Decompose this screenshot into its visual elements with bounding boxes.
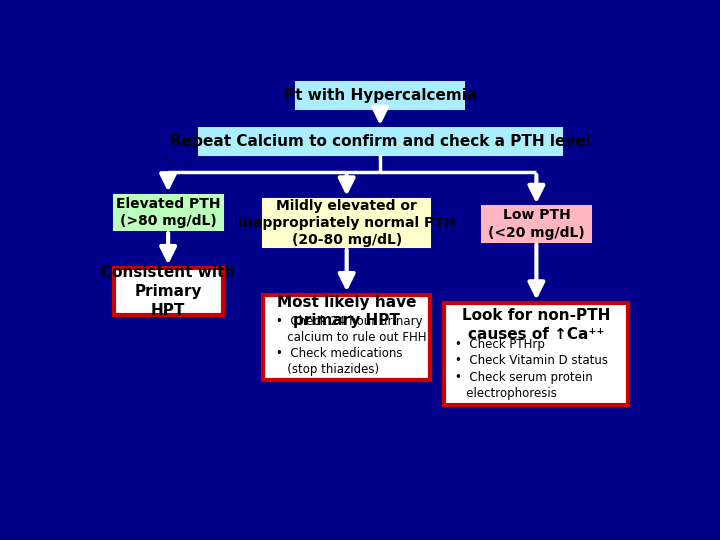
FancyBboxPatch shape	[199, 128, 562, 155]
FancyBboxPatch shape	[114, 267, 222, 315]
FancyBboxPatch shape	[444, 303, 629, 404]
FancyBboxPatch shape	[114, 195, 222, 230]
Text: Mildly elevated or
Inappropriately normal PTH
(20-80 mg/dL): Mildly elevated or Inappropriately norma…	[238, 199, 456, 247]
Text: Most likely have
primary HPT: Most likely have primary HPT	[277, 295, 416, 328]
Text: Repeat Calcium to confirm and check a PTH level: Repeat Calcium to confirm and check a PT…	[170, 134, 590, 149]
FancyBboxPatch shape	[263, 199, 431, 247]
Text: Consistent with
Primary
HPT: Consistent with Primary HPT	[101, 265, 235, 318]
Text: •  Check PTHrp
•  Check Vitamin D status
•  Check serum protein
   electrophores: • Check PTHrp • Check Vitamin D status •…	[455, 338, 608, 400]
FancyBboxPatch shape	[297, 83, 464, 110]
Text: Low PTH
(<20 mg/dL): Low PTH (<20 mg/dL)	[488, 208, 585, 240]
Text: Pt with Hypercalcemia: Pt with Hypercalcemia	[284, 89, 477, 104]
Text: Elevated PTH
(>80 mg/dL): Elevated PTH (>80 mg/dL)	[116, 197, 220, 228]
FancyBboxPatch shape	[263, 294, 431, 380]
Text: •  Check 24 hour urinary
   calcium to rule out FHH
•  Check medications
   (sto: • Check 24 hour urinary calcium to rule …	[276, 315, 427, 376]
FancyBboxPatch shape	[482, 206, 591, 242]
Text: Look for non-PTH
causes of ↑Ca⁺⁺: Look for non-PTH causes of ↑Ca⁺⁺	[462, 308, 611, 342]
